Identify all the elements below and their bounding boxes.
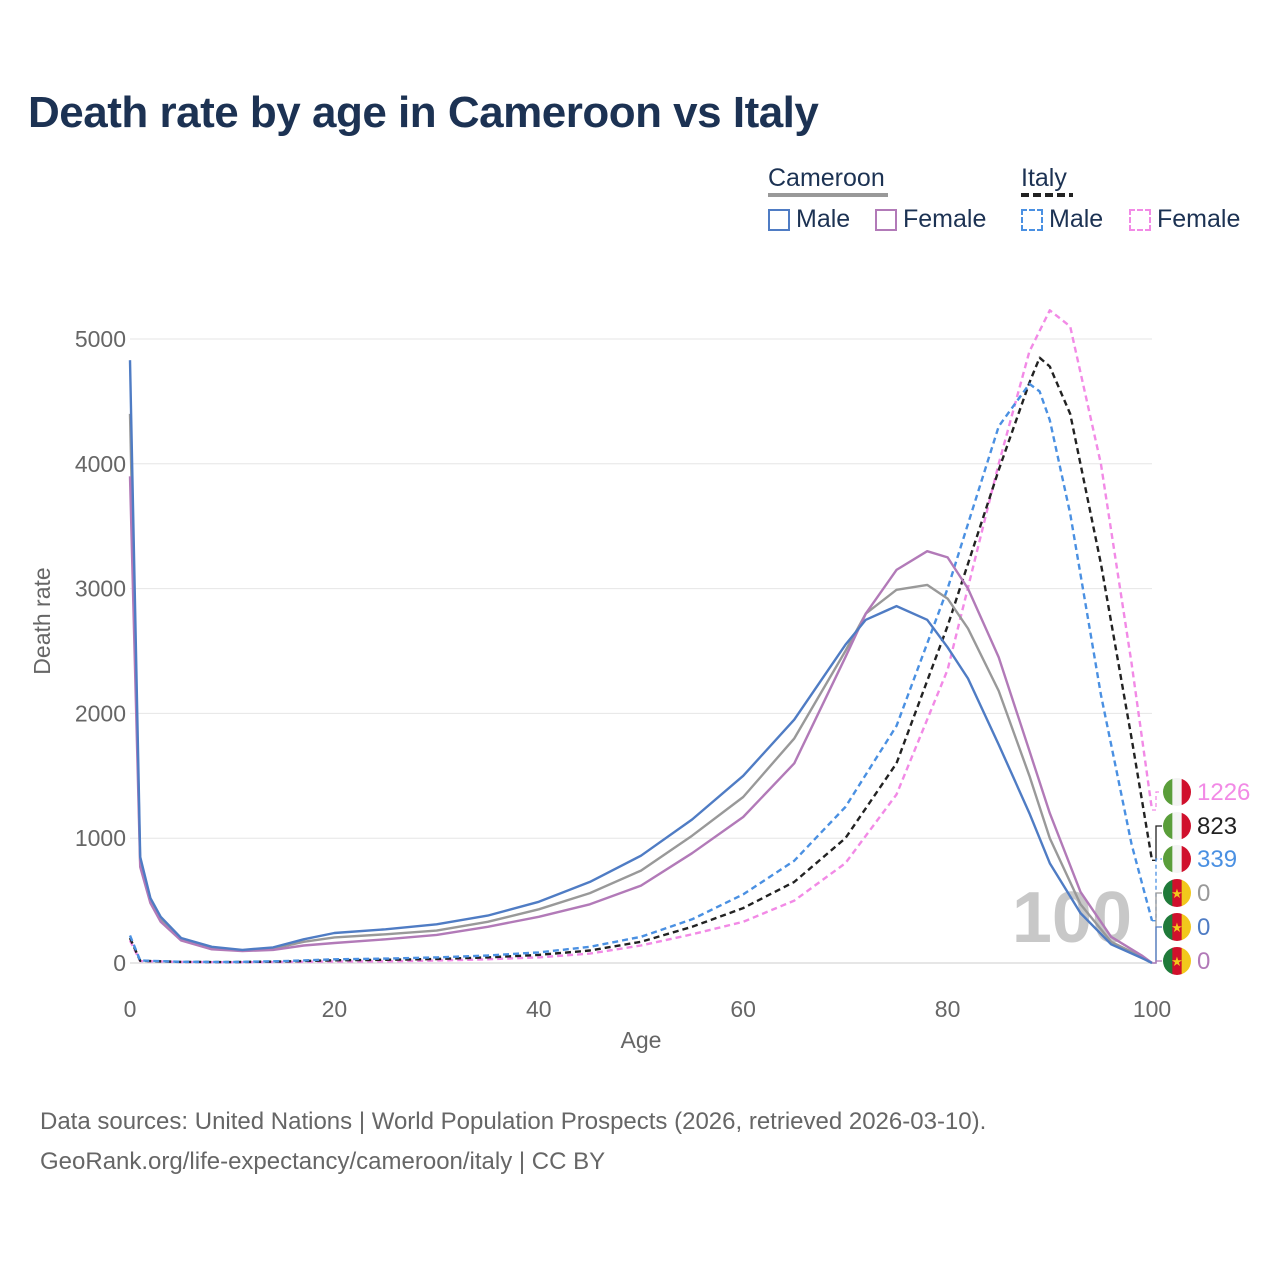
legend-item-italy-female[interactable]: Female [1129,205,1240,234]
flag-italy-icon [1163,812,1191,840]
legend-label: Female [1157,205,1241,233]
legend-group-cameroon[interactable]: Cameroon [768,164,885,192]
legend-item-cameroon-male[interactable]: Male [768,205,850,234]
star-icon: ★ [1171,886,1183,901]
chart-title: Death rate by age in Cameroon vs Italy [28,88,819,137]
star-icon: ★ [1171,954,1183,969]
legend-swatch [1129,208,1151,231]
axes: 0 1000 2000 3000 4000 5000 0 20 40 60 80 100 [75,326,1171,1022]
series-line-italy-both[interactable] [128,356,1154,964]
y-tick-label: 1000 [75,825,126,851]
end-label-connector [1152,825,1162,861]
legend-swatch [768,208,790,231]
legend-item-cameroon-female[interactable]: Female [875,205,986,234]
end-label-connector [1152,892,1162,964]
series-lines [128,309,1154,965]
source-line-2[interactable]: GeoRank.org/life-expectancy/cameroon/ita… [40,1148,606,1175]
legend-label: Male [796,205,851,233]
legend-label: Female [903,205,987,233]
legend-italy-line [1021,193,1073,197]
end-labels: 1226 823 339 ★ 0 ★ 0 ★ 0 [1152,778,1250,975]
flag-cameroon-icon: ★ [1163,913,1191,941]
chart-svg: 100 0 1000 2000 3000 4000 5000 0 20 40 60 80 100 Ag… [29,309,1250,1053]
end-label-connector [1152,960,1162,964]
end-label-value: 823 [1197,813,1237,840]
x-tick-label: 80 [935,996,961,1022]
y-tick-label: 4000 [75,451,126,477]
series-line-cameroon-male[interactable] [128,360,1153,965]
end-label-value: 1226 [1197,779,1250,806]
source-line-1: Data sources: United Nations | World Pop… [40,1108,987,1135]
y-tick-label: 3000 [75,576,126,602]
y-tick-label: 5000 [75,326,126,352]
end-label-connector [1152,791,1162,811]
end-label-value: 0 [1197,914,1210,941]
end-label-connector [1152,926,1162,964]
x-tick-label: 20 [322,996,348,1022]
flag-cameroon-icon: ★ [1163,947,1191,975]
legend-label: Male [1049,205,1104,233]
legend-swatch [875,208,897,231]
x-tick-label: 100 [1133,996,1171,1022]
end-label-connector [1152,858,1162,922]
legend-group-italy[interactable]: Italy [1021,164,1067,192]
x-axis-title: Age [621,1027,662,1053]
series-line-italy-female[interactable] [128,309,1154,964]
x-tick-label: 60 [730,996,756,1022]
legend-swatch [1021,208,1043,231]
series-line-italy-male[interactable] [128,382,1154,964]
y-tick-label: 0 [113,950,126,976]
y-axis-title: Death rate [29,567,55,674]
end-label-value: 339 [1197,846,1237,873]
x-tick-label: 40 [526,996,552,1022]
end-label-value: 0 [1197,880,1210,907]
end-label-value: 0 [1197,948,1210,975]
flag-cameroon-icon: ★ [1163,879,1191,907]
star-icon: ★ [1171,920,1183,935]
x-tick-label: 0 [124,996,137,1022]
legend-item-italy-male[interactable]: Male [1021,205,1103,234]
flag-italy-icon [1163,845,1191,873]
y-tick-label: 2000 [75,700,126,726]
series-line-cameroon-female[interactable] [128,476,1153,964]
series-line-cameroon-both[interactable] [128,413,1153,965]
legend-cameroon-line [768,193,888,197]
flag-italy-icon [1163,778,1191,806]
